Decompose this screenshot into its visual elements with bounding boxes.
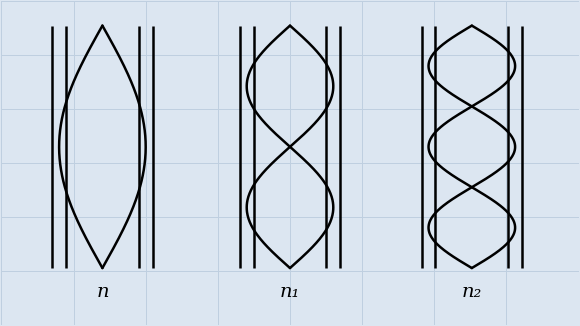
Text: n₂: n₂ <box>462 283 482 301</box>
Text: n: n <box>96 283 108 301</box>
Text: n₁: n₁ <box>280 283 300 301</box>
